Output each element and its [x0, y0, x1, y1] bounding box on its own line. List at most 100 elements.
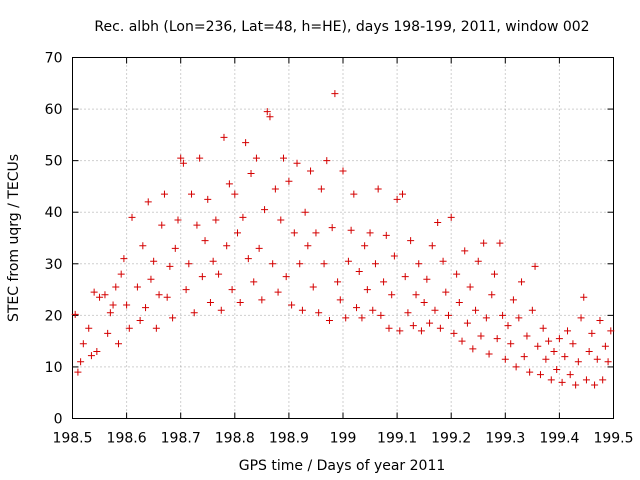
data-point [547, 376, 555, 384]
data-point [220, 133, 228, 141]
data-point [106, 309, 114, 317]
data-point [215, 270, 223, 278]
x-tick-label: 199.1 [377, 431, 417, 447]
data-point [182, 286, 190, 294]
data-point [588, 329, 596, 337]
data-point [328, 224, 336, 232]
data-point [101, 291, 109, 299]
data-point [528, 306, 536, 314]
data-point [307, 167, 315, 175]
data-point [577, 314, 585, 322]
data-point [312, 229, 320, 237]
data-point [114, 340, 122, 348]
y-axis-label: STEC from uqrg / TECUs [6, 154, 22, 322]
x-tick-label: 199 [330, 431, 357, 447]
data-point [536, 371, 544, 379]
data-point [458, 337, 466, 345]
data-point [436, 324, 444, 332]
data-point [461, 247, 469, 255]
data-point [561, 353, 569, 361]
data-point [350, 190, 358, 198]
data-point [463, 319, 471, 327]
data-point [423, 275, 431, 283]
y-tick-label: 0 [54, 412, 63, 428]
data-point [133, 283, 141, 291]
data-point [158, 221, 166, 229]
data-point [420, 298, 428, 306]
x-tick-label: 199.2 [431, 431, 471, 447]
data-point [426, 319, 434, 327]
data-point [599, 376, 607, 384]
data-point [288, 301, 296, 309]
data-point [512, 363, 520, 371]
data-point [201, 237, 209, 245]
data-point [558, 378, 566, 386]
data-point [334, 278, 342, 286]
data-point [407, 237, 415, 245]
data-point [447, 213, 455, 221]
data-point [388, 291, 396, 299]
data-point [263, 108, 271, 116]
data-point [190, 309, 198, 317]
data-point [331, 90, 339, 98]
data-point [501, 355, 509, 363]
data-point [415, 260, 423, 268]
data-point [347, 226, 355, 234]
data-point [104, 329, 112, 337]
data-point [604, 358, 612, 366]
data-point [485, 350, 493, 358]
data-point [542, 355, 550, 363]
data-point [239, 213, 247, 221]
x-tick-label: 198.7 [161, 431, 201, 447]
chart-title: Rec. albh (Lon=236, Lat=48, h=HE), days … [94, 19, 589, 35]
data-point [371, 260, 379, 268]
data-point [401, 273, 409, 281]
data-point [553, 366, 561, 374]
data-point [160, 190, 168, 198]
data-point [74, 368, 82, 376]
data-point [593, 355, 601, 363]
data-point [361, 242, 369, 250]
data-point [455, 298, 463, 306]
data-point [596, 317, 604, 325]
data-point [223, 242, 231, 250]
data-point [96, 293, 104, 301]
data-point [258, 296, 266, 304]
data-point [234, 229, 242, 237]
data-point [472, 306, 480, 314]
data-point [266, 113, 274, 121]
y-tick-label: 10 [45, 360, 63, 376]
data-point [147, 275, 155, 283]
data-point [444, 311, 452, 319]
data-point [534, 342, 542, 350]
data-point [555, 335, 563, 343]
data-point [523, 332, 531, 340]
data-point [79, 340, 87, 348]
y-tick-label: 70 [45, 51, 63, 67]
data-point [417, 327, 425, 335]
data-point [315, 309, 323, 317]
data-point [242, 139, 250, 147]
data-point [250, 278, 258, 286]
data-point [282, 273, 290, 281]
data-point [298, 306, 306, 314]
data-point [504, 322, 512, 330]
data-point [488, 291, 496, 299]
data-point [466, 283, 474, 291]
data-point [539, 324, 547, 332]
data-point [382, 231, 390, 239]
y-tick-label: 60 [45, 102, 63, 118]
data-point [142, 304, 150, 312]
data-point [244, 255, 252, 263]
data-point [185, 260, 193, 268]
data-point [409, 322, 417, 330]
x-tick-label: 198.8 [215, 431, 255, 447]
data-point [125, 324, 133, 332]
data-point [169, 314, 177, 322]
data-point [212, 216, 220, 224]
axes: 198.5 198.6 198.7 198.8 198.9 199 199.1 199.2 19… [45, 51, 634, 447]
data-point [155, 291, 163, 299]
data-point [274, 288, 282, 296]
data-point [591, 381, 599, 389]
data-point [225, 180, 233, 188]
